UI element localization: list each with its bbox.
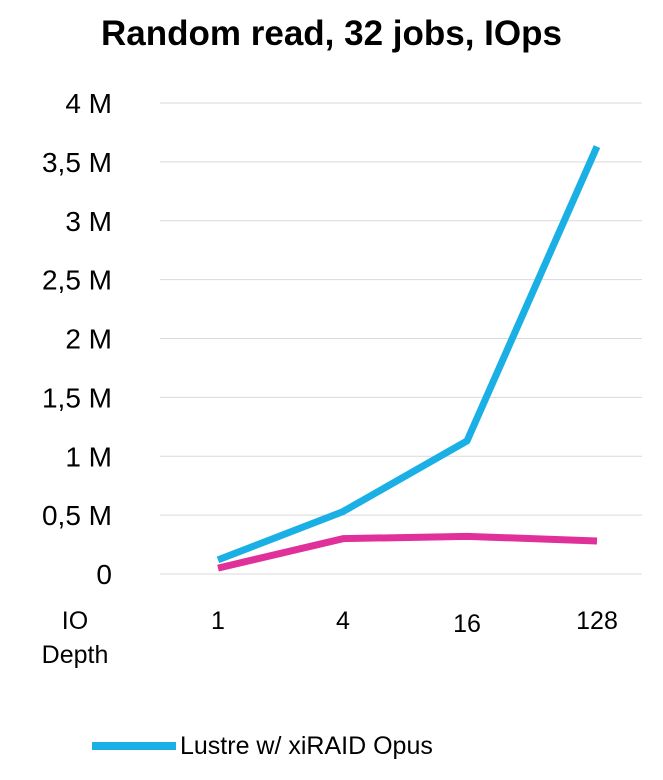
y-tick-label: 2 M [65, 324, 112, 355]
legend: Lustre w/ xiRAID Opus [92, 728, 433, 764]
y-tick-label: 0,5 M [42, 500, 112, 531]
legend-swatch-lustre [92, 742, 176, 750]
y-tick-label: 3,5 M [42, 147, 112, 178]
chart-title: Random read, 32 jobs, IOps [101, 14, 562, 53]
x-axis-label-line-1: IO [61, 607, 89, 635]
x-axis-label: IO Depth [20, 604, 130, 672]
x-axis-ticks: 1 4 16 128 [211, 607, 618, 638]
series-line-1 [217, 532, 598, 572]
x-tick-label: 16 [453, 610, 481, 638]
x-tick-label: 128 [576, 607, 618, 635]
x-tick-label: 1 [211, 607, 225, 635]
y-axis-ticks: 0 0,5 M 1 M 1,5 M 2 M 2,5 M 3 M 3,5 M 4 M [42, 88, 112, 590]
y-tick-label: 4 M [65, 88, 112, 119]
x-tick-label: 4 [336, 607, 350, 635]
y-tick-label: 1,5 M [42, 382, 112, 413]
y-tick-label: 1 M [65, 441, 112, 472]
series-lines [216, 145, 601, 572]
y-tick-label: 2,5 M [42, 265, 112, 296]
y-tick-label: 0 [96, 559, 112, 590]
x-axis-label-line-2: Depth [41, 641, 109, 669]
y-tick-label: 3 M [65, 206, 112, 237]
series-line-0 [216, 145, 601, 564]
gridlines [160, 102, 642, 575]
legend-label-lustre: Lustre w/ xiRAID Opus [180, 731, 433, 760]
